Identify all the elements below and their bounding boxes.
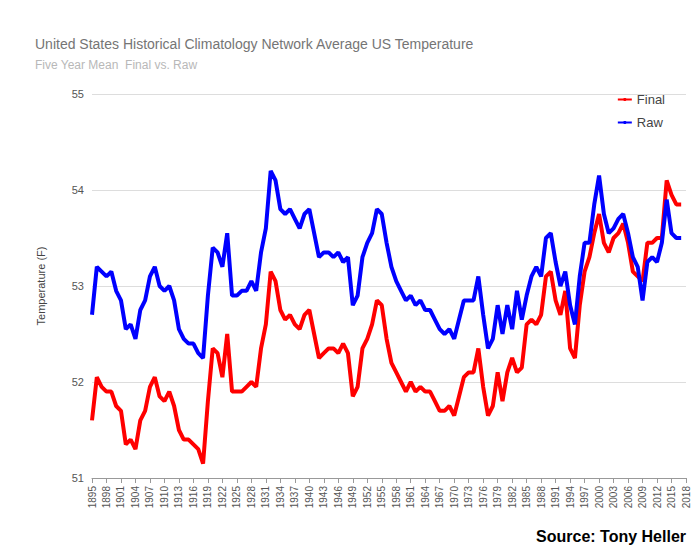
- svg-text:1994: 1994: [565, 486, 576, 509]
- svg-text:1973: 1973: [463, 486, 474, 509]
- svg-text:Temperature (F): Temperature (F): [35, 247, 47, 326]
- svg-text:1904: 1904: [130, 486, 141, 509]
- svg-text:1964: 1964: [420, 486, 431, 509]
- svg-text:1976: 1976: [478, 486, 489, 509]
- svg-text:52: 52: [72, 376, 84, 388]
- svg-text:1955: 1955: [376, 486, 387, 509]
- svg-text:1979: 1979: [492, 486, 503, 509]
- svg-text:1901: 1901: [115, 486, 126, 509]
- svg-text:Raw: Raw: [637, 115, 664, 130]
- svg-text:1967: 1967: [434, 486, 445, 509]
- svg-text:1922: 1922: [217, 486, 228, 509]
- svg-text:1934: 1934: [275, 486, 286, 509]
- svg-text:1931: 1931: [260, 486, 271, 509]
- svg-text:51: 51: [72, 472, 84, 484]
- svg-text:Five Year Mean Final vs. Raw: Five Year Mean Final vs. Raw: [35, 58, 197, 72]
- svg-text:2012: 2012: [652, 486, 663, 509]
- svg-text:2006: 2006: [623, 486, 634, 509]
- svg-text:Final: Final: [637, 92, 665, 107]
- svg-text:1985: 1985: [521, 486, 532, 509]
- svg-text:1997: 1997: [579, 486, 590, 509]
- svg-text:1958: 1958: [391, 486, 402, 509]
- svg-text:1943: 1943: [318, 486, 329, 509]
- svg-text:1916: 1916: [188, 486, 199, 509]
- svg-text:2018: 2018: [681, 486, 692, 509]
- svg-text:2015: 2015: [666, 486, 677, 509]
- svg-text:1988: 1988: [536, 486, 547, 509]
- svg-text:1991: 1991: [550, 486, 561, 509]
- svg-text:1982: 1982: [507, 486, 518, 509]
- svg-text:2003: 2003: [608, 486, 619, 509]
- svg-text:53: 53: [72, 280, 84, 292]
- svg-text:1946: 1946: [333, 486, 344, 509]
- svg-text:1898: 1898: [101, 486, 112, 509]
- svg-text:United States Historical Clima: United States Historical Climatology Net…: [35, 36, 474, 52]
- svg-text:1919: 1919: [202, 486, 213, 509]
- svg-text:1907: 1907: [144, 486, 155, 509]
- svg-text:1940: 1940: [304, 486, 315, 509]
- svg-text:1910: 1910: [159, 486, 170, 509]
- svg-text:2000: 2000: [594, 486, 605, 509]
- svg-text:2009: 2009: [637, 486, 648, 509]
- svg-text:1928: 1928: [246, 486, 257, 509]
- svg-text:1895: 1895: [87, 486, 98, 509]
- svg-text:1952: 1952: [362, 486, 373, 509]
- svg-text:1925: 1925: [231, 486, 242, 509]
- svg-text:1913: 1913: [173, 486, 184, 509]
- svg-text:1949: 1949: [347, 486, 358, 509]
- svg-text:54: 54: [72, 184, 84, 196]
- svg-text:55: 55: [72, 88, 84, 100]
- svg-text:Source: Tony Heller: Source: Tony Heller: [536, 528, 686, 545]
- svg-text:1937: 1937: [289, 486, 300, 509]
- svg-text:1970: 1970: [449, 486, 460, 509]
- svg-text:1961: 1961: [405, 486, 416, 509]
